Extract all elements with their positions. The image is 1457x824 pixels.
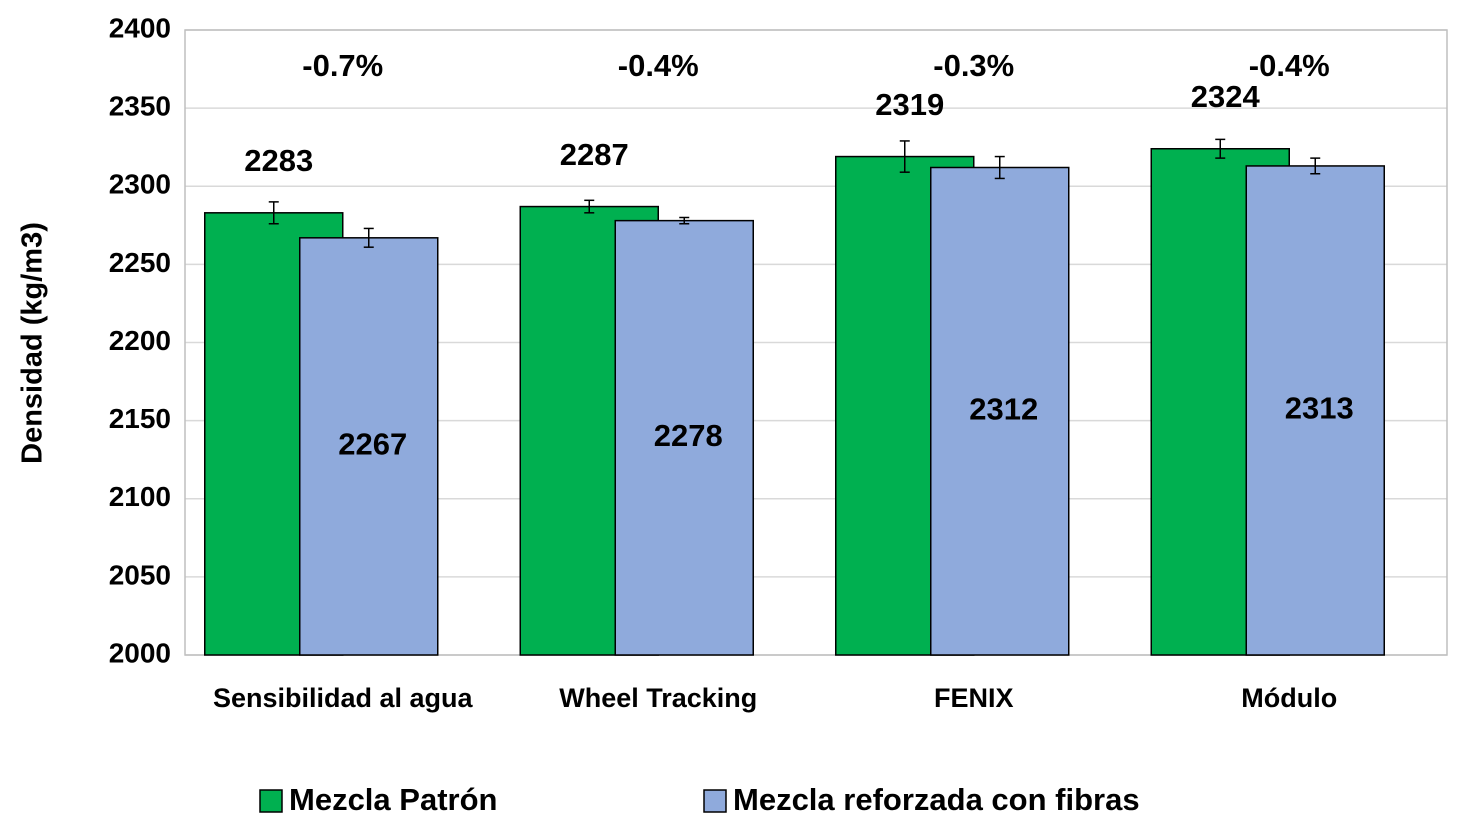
error-bar — [899, 140, 910, 173]
legend-label: Mezcla reforzada con fibras — [733, 782, 1140, 817]
data-label: 2283 — [244, 143, 313, 178]
plot-border — [184, 29, 1448, 656]
error-bar — [363, 227, 374, 248]
legend-swatch — [259, 789, 283, 813]
data-label: 2313 — [1285, 391, 1354, 426]
data-label: 2287 — [560, 137, 629, 172]
bar — [299, 237, 439, 656]
error-bar — [994, 155, 1005, 180]
y-tick-label: 2150 — [109, 403, 171, 434]
data-label: 2278 — [654, 418, 723, 453]
error-bar — [268, 201, 279, 225]
data-label: 2312 — [969, 391, 1038, 426]
bar — [930, 166, 1070, 656]
annotation: -0.3% — [933, 48, 1014, 83]
data-label: 2267 — [338, 427, 407, 462]
y-tick-label: 2000 — [109, 637, 171, 668]
legend-label: Mezcla Patrón — [289, 782, 497, 817]
error-bar — [1310, 157, 1321, 175]
y-tick-label: 2050 — [109, 559, 171, 590]
x-tick-label: Sensibilidad al agua — [213, 683, 474, 713]
x-tick-label: FENIX — [934, 683, 1014, 713]
error-bar — [584, 199, 595, 214]
error-bar — [679, 216, 690, 225]
y-tick-label: 2400 — [109, 12, 171, 43]
data-label: 2324 — [1191, 79, 1261, 114]
bar — [1245, 165, 1385, 656]
data-label: 2319 — [875, 87, 944, 122]
bar — [614, 219, 754, 656]
y-tick-label: 2300 — [109, 169, 171, 200]
error-bar — [1215, 138, 1226, 159]
annotation: -0.4% — [1249, 48, 1330, 83]
y-tick-label: 2350 — [109, 91, 171, 122]
y-tick-label: 2200 — [109, 325, 171, 356]
annotation: -0.4% — [618, 48, 699, 83]
x-tick-label: Módulo — [1241, 683, 1337, 713]
y-axis-label: Densidad (kg/m3) — [17, 222, 49, 464]
legend-swatch — [703, 789, 727, 813]
x-tick-label: Wheel Tracking — [559, 683, 757, 713]
y-tick-label: 2100 — [109, 481, 171, 512]
annotation: -0.7% — [302, 48, 383, 83]
y-tick-label: 2250 — [109, 247, 171, 278]
